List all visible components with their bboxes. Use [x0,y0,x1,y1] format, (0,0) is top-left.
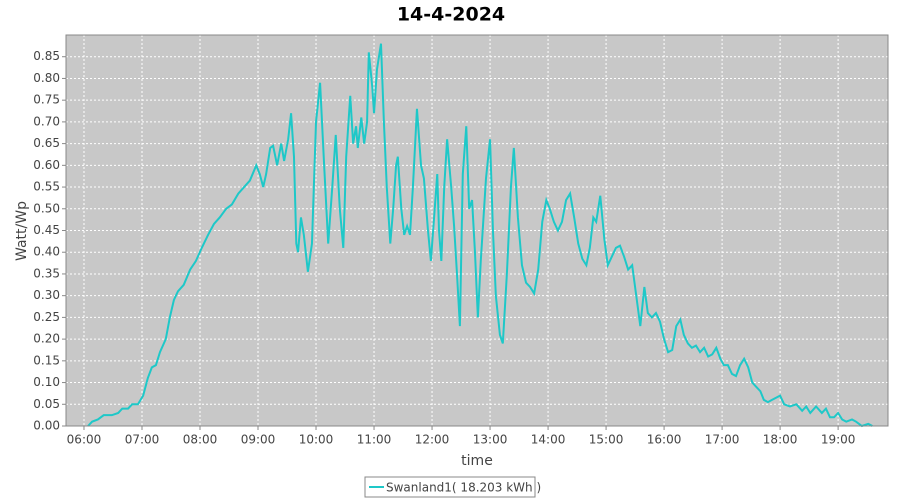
y-tick-label: 0.15 [33,353,60,367]
y-tick-label: 0.40 [33,245,60,259]
y-tick-label: 0.20 [33,332,60,346]
y-tick-label: 0.70 [33,114,60,128]
x-tick-label: 16:00 [647,433,682,447]
x-axis-label: time [461,453,493,469]
x-tick-label: 13:00 [473,433,508,447]
y-tick-label: 0.75 [33,93,60,107]
x-tick-label: 12:00 [415,433,450,447]
x-tick-label: 08:00 [183,433,218,447]
y-tick-label: 0.50 [33,201,60,215]
plot-area [66,35,888,426]
y-tick-label: 0.05 [33,397,60,411]
y-tick-label: 0.55 [33,180,60,194]
x-tick-label: 14:00 [531,433,566,447]
y-axis-label: Watt/Wp [14,201,30,261]
legend-label: Swanland1( 18.203 kWh ) [386,481,541,495]
x-tick-label: 18:00 [763,433,798,447]
y-tick-label: 0.30 [33,288,60,302]
x-tick-label: 15:00 [589,433,624,447]
legend-box [364,476,536,498]
x-tick-label: 06:00 [67,433,102,447]
y-tick-label: 0.65 [33,136,60,150]
y-tick-label: 0.35 [33,266,60,280]
x-tick-label: 11:00 [357,433,392,447]
y-tick-label: 0.80 [33,71,60,85]
y-tick-label: 0.10 [33,375,60,389]
x-tick-label: 10:00 [299,433,334,447]
plot-border [65,34,889,427]
x-tick-label: 17:00 [705,433,740,447]
x-tick-label: 19:00 [821,433,856,447]
chart-title: 14-4-2024 [397,4,505,26]
y-tick-label: 0.60 [33,158,60,172]
series-line [87,43,873,428]
y-tick-label: 0.85 [33,49,60,63]
x-tick-label: 07:00 [125,433,160,447]
y-tick-label: 0.45 [33,223,60,237]
x-tick-label: 09:00 [241,433,276,447]
y-tick-label: 0.25 [33,310,60,324]
y-tick-label: 0.00 [33,419,60,433]
